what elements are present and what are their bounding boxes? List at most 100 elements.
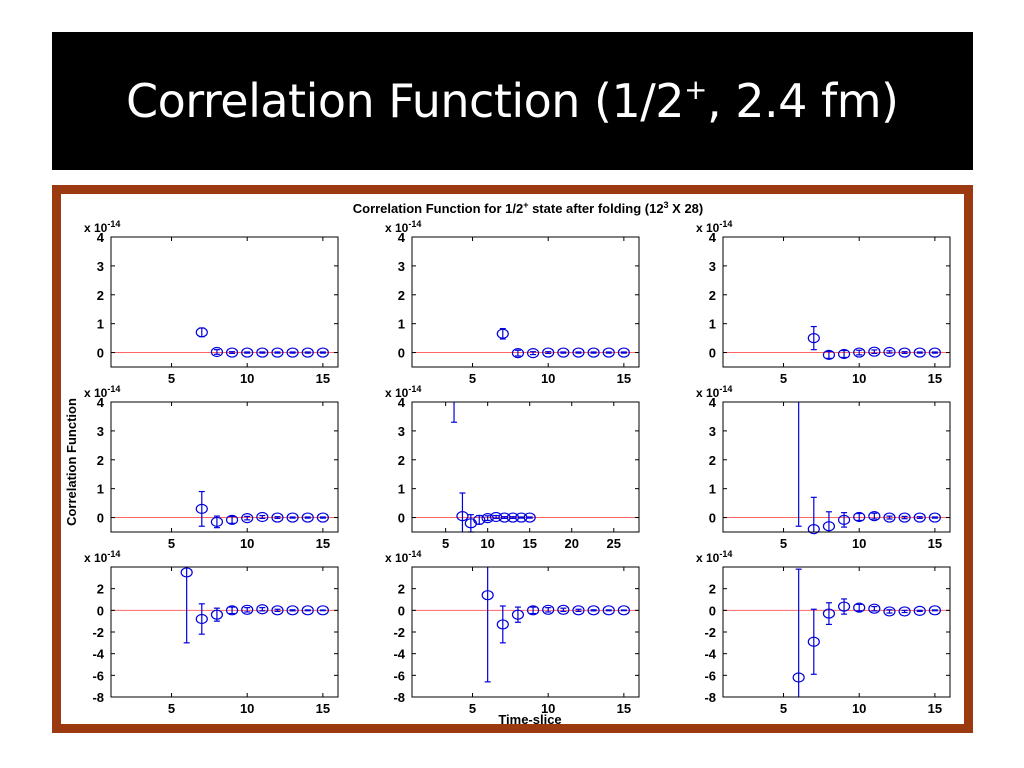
data-point [316, 512, 329, 523]
y-tick-label: 2 [709, 582, 716, 597]
data-point [913, 512, 926, 523]
data-point [853, 602, 866, 613]
y-tick-label: -6 [92, 668, 104, 683]
data-point [241, 604, 254, 615]
y-tick-label: -4 [704, 647, 716, 662]
y-tick-label: 0 [97, 346, 104, 361]
data-point [316, 347, 329, 358]
data-point [498, 512, 511, 523]
x-tick-label: 10 [541, 371, 555, 386]
data-point [853, 347, 866, 358]
data-point [807, 333, 820, 344]
scale-factor-label: x 10-14 [84, 549, 120, 565]
axes-box [722, 236, 951, 368]
axes-box [110, 401, 339, 533]
data-point [195, 327, 208, 338]
data-point [256, 604, 269, 615]
figure-title-part-1: Correlation Function for 1/2 [353, 201, 523, 216]
y-tick-label: 4 [97, 230, 105, 245]
x-tick-label: 5 [168, 371, 175, 386]
y-tick-label: 1 [709, 317, 716, 332]
figure-canvas: Correlation Function for 1/2+ state afte… [61, 194, 964, 727]
data-point [837, 601, 851, 612]
x-tick-label: 5 [469, 371, 476, 386]
data-point [286, 347, 299, 358]
data-point [210, 516, 224, 527]
y-tick-label: 1 [398, 317, 405, 332]
data-point [225, 605, 239, 616]
y-tick-label: 0 [709, 603, 716, 618]
data-point [225, 514, 239, 525]
scale-factor-exponent: -14 [107, 384, 120, 394]
data-point [195, 503, 208, 514]
y-tick-label: 0 [97, 603, 104, 618]
x-tick-label: 25 [607, 536, 621, 551]
data-point [928, 347, 941, 358]
y-tick-label: 1 [709, 482, 716, 497]
data-point [792, 672, 805, 683]
scale-factor-label: x 10-14 [385, 549, 421, 565]
data-point [316, 605, 329, 616]
data-point [928, 512, 941, 523]
y-tick-label: 4 [709, 395, 717, 410]
data-point [837, 348, 851, 360]
y-tick-label: 4 [398, 395, 406, 410]
data-point [883, 606, 896, 617]
data-point [301, 512, 314, 523]
scale-factor-exponent: -14 [107, 219, 120, 229]
x-tick-label: 5 [780, 371, 787, 386]
x-tick-label: 15 [928, 701, 942, 716]
data-point [883, 346, 896, 358]
x-tick-label: 15 [928, 371, 942, 386]
x-tick-label: 15 [316, 536, 330, 551]
axes-box [411, 236, 640, 368]
y-tick-label: 3 [97, 259, 104, 274]
data-point [496, 328, 509, 339]
y-tick-label: 3 [709, 259, 716, 274]
figure-title-sup-2: 3 [664, 200, 669, 210]
y-tick-label: 3 [709, 424, 716, 439]
x-tick-label: 5 [780, 536, 787, 551]
data-point [511, 609, 525, 620]
scale-factor-exponent: -14 [408, 384, 421, 394]
data-point [210, 346, 224, 358]
data-point [195, 613, 208, 625]
data-point [868, 346, 881, 357]
y-tick-label: 2 [97, 288, 104, 303]
figure-title-sup-1: + [523, 200, 528, 210]
x-tick-label: 15 [316, 371, 330, 386]
data-point [301, 605, 314, 616]
y-tick-label: 0 [398, 603, 405, 618]
y-tick-label: 1 [97, 317, 104, 332]
x-tick-label: 10 [480, 536, 494, 551]
axes-box [722, 401, 951, 533]
y-tick-label: 2 [709, 453, 716, 468]
y-tick-label: 3 [97, 424, 104, 439]
title-bar [52, 32, 973, 170]
x-tick-label: 15 [522, 536, 536, 551]
x-tick-label: 10 [852, 536, 866, 551]
x-tick-label: 10 [240, 536, 254, 551]
scale-factor-exponent: -14 [719, 549, 732, 559]
x-tick-label: 20 [565, 536, 579, 551]
data-point [913, 605, 926, 616]
scale-factor-exponent: -14 [408, 549, 421, 559]
panel-8: x 10-14 -8 -6 -4 -2 0 2 5 10 15 [385, 549, 640, 716]
y-tick-label: -4 [393, 647, 405, 662]
x-tick-label: 5 [469, 701, 476, 716]
data-point [868, 603, 881, 614]
y-tick-label: 2 [398, 453, 405, 468]
slide-title-end: , 2.4 fm) [707, 74, 899, 128]
data-point [542, 604, 555, 615]
y-tick-label: 1 [97, 482, 104, 497]
data-point [617, 347, 630, 358]
data-point [822, 608, 836, 619]
x-tick-label: 10 [240, 371, 254, 386]
axes-box [110, 566, 339, 698]
x-tick-label: 15 [617, 701, 631, 716]
data-point [617, 605, 630, 616]
y-tick-label: 3 [398, 424, 405, 439]
slide-title-main: Correlation Function (1/2 [126, 74, 685, 128]
